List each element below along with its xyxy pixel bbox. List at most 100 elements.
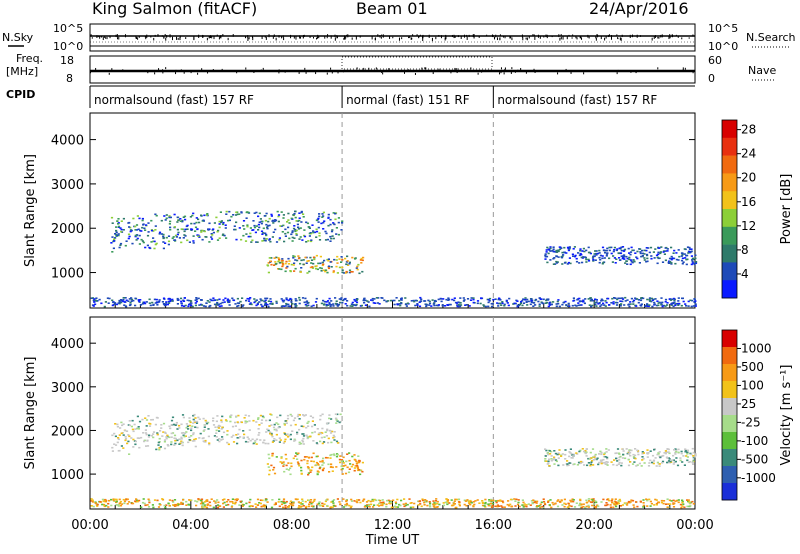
echo-cell [283,422,286,425]
echo-cell [351,463,355,466]
echo-cell [284,232,287,235]
echo-cell [234,303,237,305]
echo-cell [307,425,310,427]
echo-cell [336,420,339,422]
echo-cell [674,460,677,463]
echo-cell [425,304,428,306]
echo-cell [666,248,669,250]
echo-cell [683,464,686,466]
echo-cell [525,505,528,508]
echo-cell [174,439,177,442]
echo-cell [200,498,204,501]
echo-cell [573,463,576,465]
echo-cell [657,251,660,254]
echo-cell [216,299,219,301]
echo-cell [332,305,335,307]
echo-cell [604,456,607,458]
echo-cell [639,248,642,250]
echo-cell [686,456,689,458]
echo-cell [202,506,205,508]
echo-cell [144,429,147,431]
echo-cell [247,211,250,214]
echo-cell [499,302,502,305]
echo-cell [442,504,446,507]
echo-cell [249,439,252,442]
echo-cell [611,498,614,500]
echo-cell [315,442,318,444]
echo-cell [173,213,176,216]
echo-cell [587,462,590,464]
echo-cell [295,299,298,302]
echo-cell [604,300,607,302]
echo-cell [188,424,191,427]
echo-cell [634,454,637,457]
echo-cell [324,431,327,433]
echo-cell [290,263,293,266]
echo-cell [341,467,344,470]
echo-cell [596,457,599,460]
echo-cell [606,464,609,466]
echo-cell [523,503,526,505]
echo-cell [481,500,484,502]
echo-cell [327,260,330,262]
echo-cell [610,246,613,249]
echo-cell [288,237,291,240]
echo-cell [281,261,284,264]
echo-cell [242,504,245,506]
echo-cell [136,415,139,418]
echo-cell [286,231,290,234]
echo-cell [240,421,243,424]
echo-cell [610,252,613,255]
echo-cell [548,464,551,467]
echo-cell [93,298,96,300]
echo-cell [191,305,194,308]
echo-cell [200,299,203,301]
echo-cell [606,457,609,460]
colorbar-tick-label: 24 [741,147,756,161]
echo-cell [428,300,431,303]
echo-cell [393,303,396,306]
echo-cell [655,304,658,307]
echo-cell [90,297,93,299]
echo-cell [198,437,201,439]
echo-cell [568,462,571,464]
echo-cell [566,263,569,265]
echo-cell [350,505,353,508]
echo-cell [632,504,635,506]
echo-cell [649,450,652,452]
echo-cell [168,216,171,219]
echo-cell [598,261,601,264]
echo-cell [560,247,563,249]
echo-cell [264,232,267,235]
echo-cell [225,210,228,213]
echo-cell [255,421,258,423]
echo-cell [433,302,436,304]
echo-cell [682,261,685,263]
echo-cell [248,429,251,431]
echo-cell [550,303,553,306]
echo-cell [404,297,407,299]
echo-cell [227,443,230,446]
echo-cell [544,254,547,257]
echo-cell [181,219,184,222]
echo-cell [245,217,248,219]
echo-cell [690,453,693,456]
echo-cell [119,227,122,229]
echo-cell [166,444,169,446]
echo-cell [341,473,344,475]
echo-cell [193,440,196,442]
echo-cell [342,465,345,467]
echo-cell [284,235,287,237]
echo-cell [185,431,188,433]
cpid-label: CPID [6,88,35,101]
echo-cell [134,500,137,502]
echo-cell [130,437,133,439]
echo-cell [634,457,637,460]
echo-cell [140,506,143,508]
echo-cell [594,453,597,456]
echo-cell [675,449,678,451]
echo-cell [127,434,130,436]
echo-cell [248,303,251,305]
echo-cell [449,303,452,306]
echo-cell [626,263,629,265]
